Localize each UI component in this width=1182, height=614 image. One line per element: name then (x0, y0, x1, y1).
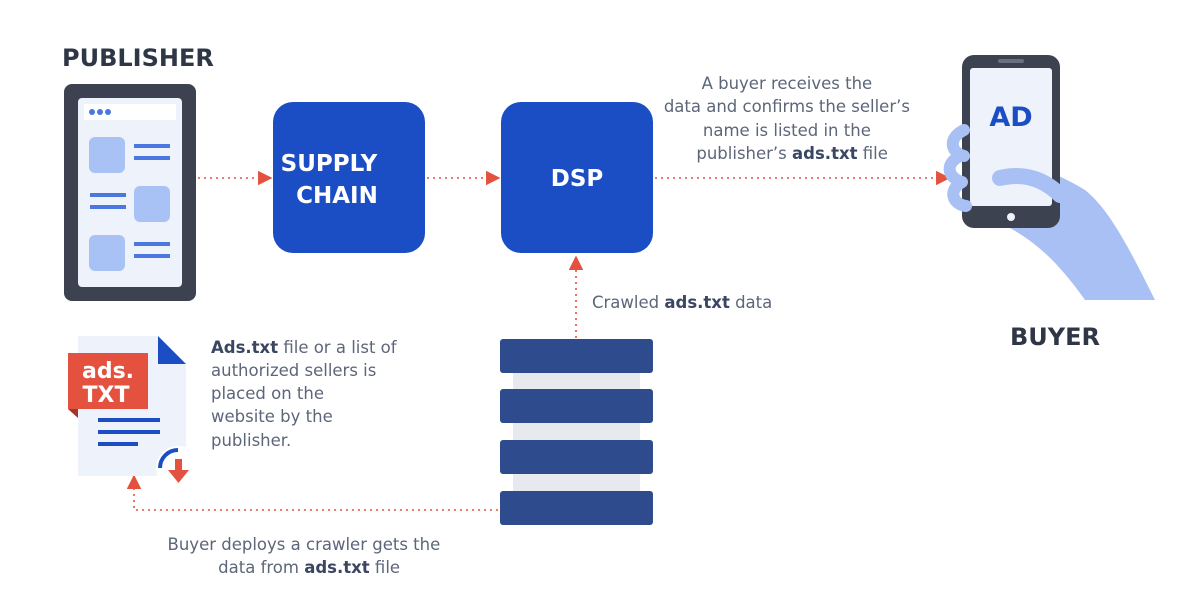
publisher-label: PUBLISHER (62, 44, 214, 72)
text-segment: name is listed in the (703, 121, 871, 140)
ads-icon-text: TXT (83, 383, 130, 408)
text-segment: data from (218, 558, 304, 577)
buyer-phone: AD (943, 55, 1155, 300)
publisher-device (64, 84, 196, 301)
ads-file-note: Ads.txt file or a list of authorized sel… (0, 0, 423, 450)
text-segment: Crawled (592, 293, 664, 312)
text-segment: Ads.txt (211, 338, 278, 357)
text-segment: file (370, 558, 400, 577)
text-segment: authorized sellers is (211, 361, 376, 380)
dsp-label: DSP (551, 166, 604, 192)
text-segment: SUPPLY (281, 151, 378, 177)
arrow (126, 474, 498, 511)
text-segment: ads.txt (304, 558, 370, 577)
crawled-note: Crawled ads.txt data (592, 293, 772, 312)
text-segment: A buyer receives the (702, 74, 873, 93)
supply-chain-label: SUPPLY CHAIN (0, 0, 417, 209)
text-segment: file or a list of (278, 338, 398, 357)
ad-text: AD (989, 102, 1032, 133)
text-segment: ads.txt (792, 144, 858, 163)
supply-chain-box (273, 102, 425, 253)
text-segment: publisher’s (696, 144, 792, 163)
text-segment: placed on the (211, 384, 324, 403)
ads-icon-text: ads. (82, 359, 134, 384)
buyer-note: A buyer receives the data and confirms t… (0, 0, 936, 163)
text-segment: file (857, 144, 887, 163)
text-segment: Buyer deploys a crawler gets the (168, 535, 441, 554)
server-stack (500, 339, 653, 525)
text-segment: data and confirms the seller’s (664, 97, 910, 116)
dsp-box (501, 102, 653, 253)
text-segment: CHAIN (296, 183, 378, 209)
ads-file-icon: ads. TXT (68, 336, 200, 490)
text-segment: data (730, 293, 772, 312)
text-segment: website by the (211, 407, 333, 426)
buyer-label: BUYER (1010, 323, 1100, 351)
text-segment: ads.txt (664, 293, 730, 312)
text-segment: publisher. (211, 431, 291, 450)
crawler-note: Buyer deploys a crawler gets the data fr… (0, 0, 466, 577)
